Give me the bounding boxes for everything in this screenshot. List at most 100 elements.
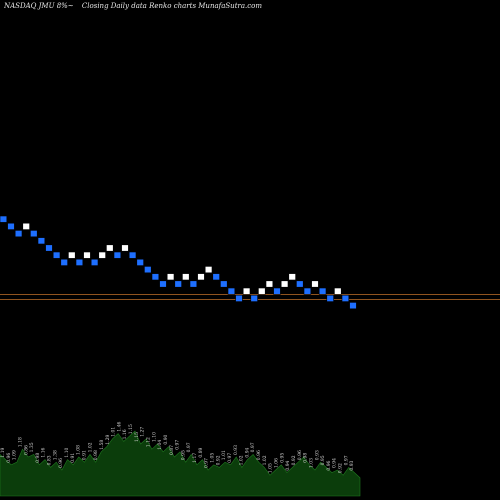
renko-brick-down xyxy=(349,302,357,310)
renko-brick-down xyxy=(144,266,152,274)
renko-brick-down xyxy=(341,294,350,302)
renko-brick-up xyxy=(22,222,30,230)
volume-label: 0.90 xyxy=(163,434,169,444)
volume-label: 0.92 xyxy=(215,455,221,465)
renko-brick-up xyxy=(166,273,175,281)
volume-label: 1.46 xyxy=(116,421,122,431)
volume-label: 0.86 xyxy=(23,445,29,455)
volume-label: 0.98 xyxy=(303,453,309,463)
renko-brick-down xyxy=(151,273,160,281)
renko-brick-down xyxy=(174,280,182,288)
volume-label: 0.91 xyxy=(82,450,88,460)
volume-label: 0.97 xyxy=(227,453,233,463)
volume-label: 0.91 xyxy=(70,453,76,463)
volume-label: 1.16 xyxy=(122,429,128,439)
renko-brick-up xyxy=(265,280,274,288)
volume-area-path xyxy=(0,430,361,497)
volume-label: 0.92 xyxy=(338,463,344,473)
renko-brick-down xyxy=(52,251,61,259)
volume-label: 1.02 xyxy=(239,455,245,465)
volume-label: 1.01 xyxy=(111,427,117,437)
volume-label: 0.95 xyxy=(279,453,285,463)
volume-label: 1.01 xyxy=(221,450,227,460)
volume-label: 1.05 xyxy=(268,463,274,473)
renko-brick-down xyxy=(296,280,304,288)
renko-brick-down xyxy=(235,294,243,302)
renko-brick-down xyxy=(60,258,68,266)
volume-label: 0.92 xyxy=(291,455,297,465)
volume-label: 1.02 xyxy=(87,442,93,452)
renko-brick-down xyxy=(14,230,23,238)
volume-label: 0.97 xyxy=(175,440,181,450)
renko-brick-up xyxy=(280,280,289,288)
volume-label: 0.97 xyxy=(204,458,210,468)
volume-label: 1.09 xyxy=(12,450,18,460)
volume-label: 0.97 xyxy=(250,442,256,452)
renko-brick-down xyxy=(318,287,327,295)
volume-label: 1.35 xyxy=(29,442,35,452)
renko-brick-down xyxy=(113,251,122,259)
volume-label: 0.96 xyxy=(297,450,303,460)
renko-brick-down xyxy=(30,230,38,238)
renko-brick-down xyxy=(326,294,334,302)
renko-brick-up xyxy=(258,287,266,295)
volume-label: 1.10 xyxy=(64,447,70,457)
renko-brick-down xyxy=(37,237,46,245)
renko-brick-down xyxy=(128,251,137,259)
renko-brick-up xyxy=(204,266,213,274)
renko-brick-up xyxy=(197,273,205,281)
volume-label: 0.94 xyxy=(332,458,338,468)
renko-brick-down xyxy=(303,287,312,295)
renko-brick-down xyxy=(273,287,281,295)
volume-label: 1.04 xyxy=(157,440,163,450)
volume-label: 1.10 xyxy=(151,432,157,442)
renko-brick-down xyxy=(45,244,53,252)
volume-label: 1.15 xyxy=(128,424,134,434)
volume-label: 0.93 xyxy=(349,460,355,470)
volume-label: 0.93 xyxy=(233,445,239,455)
volume-label: 0.93 xyxy=(314,450,320,460)
renko-brick-up xyxy=(242,287,251,295)
ticker-label: NASDAQ JMU 8%~ xyxy=(4,2,74,10)
volume-label: 1.03 xyxy=(308,458,314,468)
renko-brick-down xyxy=(212,273,220,281)
volume-label: 1.58 xyxy=(99,440,105,450)
volume-label: 1.15 xyxy=(134,432,140,442)
volume-label: 0.95 xyxy=(320,455,326,465)
volume-label: 1.17 xyxy=(192,453,198,463)
volume-label: 0.94 xyxy=(285,460,291,470)
volume-label: 0.98 xyxy=(35,453,41,463)
renko-brick-up xyxy=(98,251,106,259)
volume-label: 0.97 xyxy=(343,455,349,465)
volume-label: 1.16 xyxy=(41,447,47,457)
volume-label: 0.94 xyxy=(244,447,250,457)
volume-label: 1.02 xyxy=(262,455,268,465)
renko-brick-up xyxy=(106,244,114,252)
volume-label: 0.96 xyxy=(58,458,64,468)
volume-labels: 1.190.96 1.091.180.86 1.350.981.160.831.38… xyxy=(0,421,355,473)
renko-brick-down xyxy=(159,280,167,288)
renko-brick-up xyxy=(288,273,296,281)
volume-label: 1.19 xyxy=(0,447,6,457)
renko-brick-up xyxy=(334,287,342,295)
volume-label: 0.96 xyxy=(6,453,12,463)
volume-label: 1.18 xyxy=(18,437,24,447)
volume-area xyxy=(0,430,361,497)
volume-label: 0.96 xyxy=(256,450,262,460)
volume-label: 0.95 xyxy=(180,450,186,460)
volume-label: 1.27 xyxy=(140,427,146,437)
volume-label: 0.89 xyxy=(198,447,204,457)
renko-brick-down xyxy=(7,222,15,230)
renko-brick-down xyxy=(75,258,84,266)
volume-label: 0.98 xyxy=(93,450,99,460)
volume-label: 1.12 xyxy=(146,437,152,447)
volume-label: 1.06 xyxy=(274,458,280,468)
renko-brick-down xyxy=(0,215,8,223)
renko-brick-up xyxy=(311,280,319,288)
volume-label: 1.29 xyxy=(105,434,111,444)
renko-brick-up xyxy=(83,251,91,259)
volume-label: 0.96 xyxy=(326,460,332,470)
renko-brick-down xyxy=(189,280,198,288)
renko-brick-down xyxy=(90,258,99,266)
